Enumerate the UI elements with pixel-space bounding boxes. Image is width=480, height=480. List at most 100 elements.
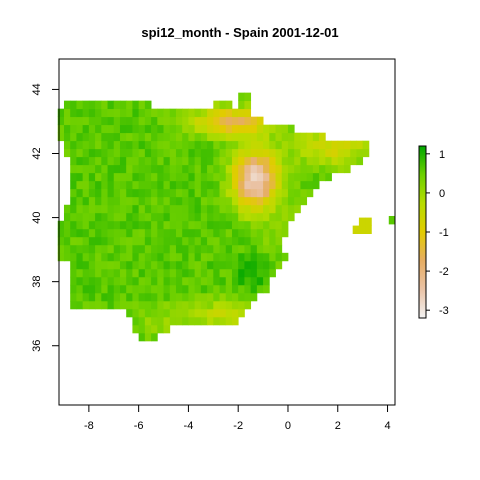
raster-cell	[119, 220, 127, 230]
raster-cell	[101, 140, 108, 150]
raster-cell	[207, 180, 214, 190]
raster-cell	[200, 164, 208, 174]
raster-cell	[144, 220, 152, 230]
raster-cell	[163, 172, 171, 182]
raster-cell	[169, 308, 177, 318]
raster-cell	[225, 228, 233, 238]
raster-cell	[238, 284, 245, 294]
raster-cell	[256, 252, 264, 262]
raster-cell	[207, 260, 214, 270]
raster-cell	[119, 156, 127, 166]
raster-cell	[325, 156, 332, 166]
raster-cell	[144, 140, 152, 150]
raster-cell	[132, 148, 140, 158]
raster-cell	[151, 236, 158, 246]
raster-cell	[113, 100, 121, 110]
raster-cell	[169, 124, 177, 134]
raster-cell	[200, 220, 208, 230]
raster-cell	[169, 204, 177, 214]
raster-cell	[175, 148, 183, 158]
raster-cell	[157, 220, 164, 230]
raster-cell	[70, 172, 77, 182]
raster-cell	[200, 316, 208, 326]
raster-cell	[256, 148, 264, 158]
raster-cell	[88, 204, 96, 214]
raster-cell	[238, 100, 245, 110]
raster-cell	[138, 300, 146, 310]
raster-cell	[163, 228, 171, 238]
raster-cell	[337, 140, 345, 150]
raster-cell	[132, 204, 140, 214]
raster-cell	[88, 260, 96, 270]
raster-cell	[269, 268, 276, 278]
raster-cell	[76, 180, 84, 190]
raster-cell	[238, 300, 245, 310]
raster-cell	[263, 180, 270, 190]
raster-cell	[57, 228, 65, 238]
raster-cell	[169, 244, 177, 254]
raster-cell	[362, 148, 370, 158]
raster-cell	[101, 244, 108, 254]
raster-cell	[207, 252, 214, 262]
raster-cell	[101, 284, 108, 294]
raster-cell	[225, 284, 233, 294]
raster-cell	[82, 140, 90, 150]
raster-cell	[207, 236, 214, 246]
raster-cell	[269, 204, 276, 214]
raster-cell	[200, 300, 208, 310]
raster-cell	[151, 156, 158, 166]
raster-cell	[194, 156, 202, 166]
raster-cell	[175, 300, 183, 310]
raster-cell	[300, 132, 308, 142]
raster-cell	[244, 196, 252, 206]
raster-cell	[107, 124, 115, 134]
raster-cell	[213, 276, 220, 286]
raster-cell	[207, 188, 214, 198]
raster-cell	[225, 260, 233, 270]
raster-cell	[175, 268, 183, 278]
raster-cell	[319, 172, 326, 182]
raster-cell	[126, 212, 133, 222]
raster-cell	[107, 276, 115, 286]
raster-cell	[132, 284, 140, 294]
raster-cell	[101, 268, 108, 278]
raster-cell	[244, 228, 252, 238]
raster-cell	[225, 236, 233, 246]
raster-cell	[138, 164, 146, 174]
raster-cell	[138, 188, 146, 198]
raster-cell	[151, 308, 158, 318]
raster-cell	[57, 124, 65, 134]
legend-colorbar	[418, 145, 427, 319]
raster-cell	[82, 228, 90, 238]
raster-cell	[244, 268, 252, 278]
raster-cell	[294, 204, 301, 214]
raster-cell	[263, 140, 270, 150]
raster-cell	[144, 228, 152, 238]
raster-cell	[238, 148, 245, 158]
raster-cell	[231, 132, 239, 142]
raster-cell	[362, 140, 370, 150]
raster-cell	[82, 292, 90, 302]
raster-cell	[263, 236, 270, 246]
raster-cell	[365, 217, 372, 226]
raster-cell	[343, 140, 351, 150]
raster-cell	[194, 228, 202, 238]
raster-cell	[281, 196, 289, 206]
raster-cell	[269, 212, 276, 222]
legend-ticks: 1 0 -1 -2 -3	[426, 149, 449, 317]
raster-cell	[238, 92, 245, 102]
raster-cell	[82, 108, 90, 118]
raster-cell	[250, 236, 258, 246]
raster-cell	[306, 172, 314, 182]
raster-cell	[182, 316, 189, 326]
raster-cell	[82, 300, 90, 310]
raster-cell	[275, 180, 283, 190]
raster-cell	[275, 172, 283, 182]
raster-cell	[70, 292, 77, 302]
x-tick-label: 4	[384, 420, 390, 432]
y-tick-label: 40	[31, 211, 43, 223]
raster-cell	[275, 228, 283, 238]
raster-cell	[231, 180, 239, 190]
legend-tick-label: 0	[439, 188, 445, 200]
raster-cell	[107, 140, 115, 150]
